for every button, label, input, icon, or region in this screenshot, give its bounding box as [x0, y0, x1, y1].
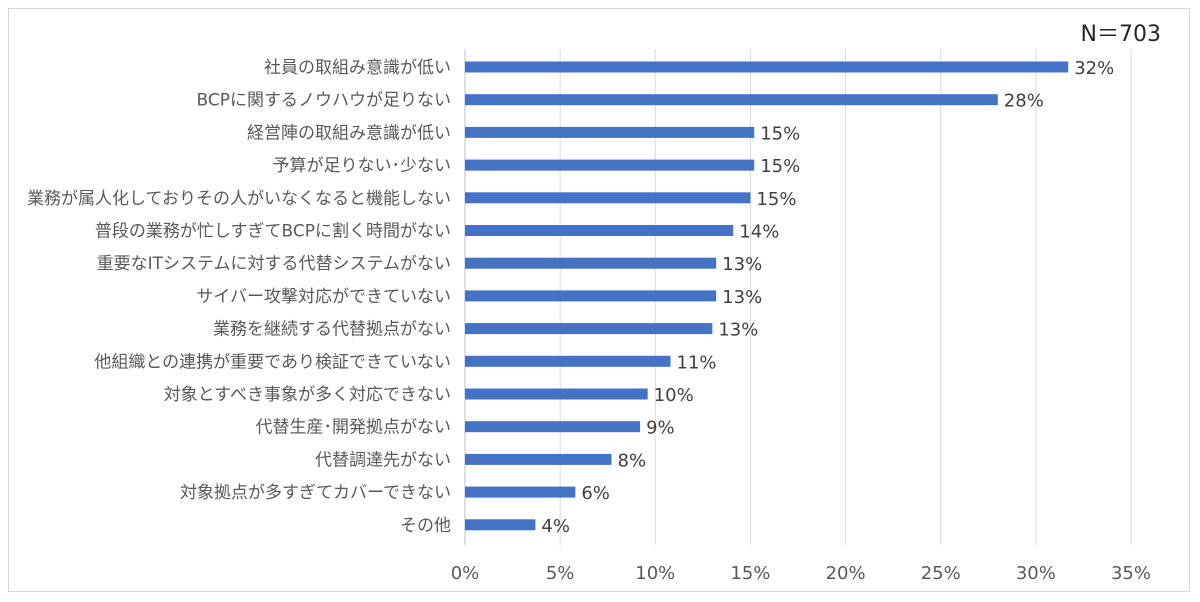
bar — [465, 486, 576, 498]
category-label: 予算が足りない･少ない — [273, 156, 452, 176]
bar — [465, 421, 641, 433]
data-label: 13% — [722, 287, 762, 308]
bar — [465, 290, 717, 302]
x-tick-label: 5% — [546, 563, 575, 584]
bar — [465, 323, 713, 335]
data-labels: 32%28%15%15%15%14%13%13%13%11%10%9%8%6%4… — [541, 58, 1114, 537]
category-label: 重要なITシステムに対する代替システムがない — [97, 254, 451, 274]
category-label: 社員の取組み意識が低い — [264, 58, 451, 78]
x-tick-label: 25% — [921, 563, 961, 584]
data-label: 28% — [1004, 91, 1044, 112]
data-label: 9% — [646, 418, 675, 439]
bar — [465, 355, 671, 367]
bar — [465, 225, 734, 236]
category-label: 経営陣の取組み意識が低い — [247, 123, 451, 143]
category-labels: 社員の取組み意識が低い BCPに関するノウハウが足りない経営陣の取組み意識が低い予… — [27, 58, 451, 536]
category-label: 代替生産･開発拠点がない — [256, 418, 452, 438]
data-label: 15% — [760, 123, 800, 144]
category-label: BCPに関するノウハウが足りない — [197, 91, 452, 111]
bar — [465, 159, 755, 171]
x-tick-label: 0% — [451, 563, 480, 584]
x-tick-label: 15% — [730, 563, 770, 584]
bar — [465, 126, 755, 138]
bar-chart: 社員の取組み意識が低い BCPに関するノウハウが足りない経営陣の取組み意識が低い予… — [27, 22, 1161, 584]
bar — [465, 192, 751, 204]
data-label: 15% — [760, 156, 800, 177]
x-tick-label: 35% — [1111, 563, 1151, 584]
bars — [465, 61, 1069, 531]
data-label: 14% — [739, 222, 779, 243]
data-label: 15% — [756, 189, 796, 210]
category-label: 業務が属人化しておりその人がいなくなると機能しない — [27, 189, 451, 209]
bar — [465, 61, 1069, 73]
data-label: 10% — [654, 385, 694, 406]
x-tick-labels: 0% 5% 10% 15% 20% 25% 30% 35% — [451, 563, 1151, 584]
category-label: その他 — [400, 516, 451, 536]
sample-size-label: N＝703 — [1081, 22, 1161, 47]
data-label: 11% — [677, 352, 717, 373]
bar — [465, 388, 648, 400]
data-label: 32% — [1074, 58, 1114, 79]
bar — [465, 94, 998, 106]
data-label: 13% — [718, 320, 758, 341]
x-tick-label: 10% — [635, 563, 675, 584]
category-label: 普段の業務が忙しすぎてBCPに割く時間がない — [95, 222, 451, 242]
category-label: 対象拠点が多すぎてカバーできない — [180, 483, 451, 503]
bar — [465, 257, 717, 269]
bar — [465, 519, 536, 531]
chart-area: 社員の取組み意識が低い BCPに関するノウハウが足りない経営陣の取組み意識が低い予… — [8, 8, 1190, 592]
data-label: 4% — [541, 516, 570, 537]
category-label: 対象とすべき事象が多く対応できない — [164, 385, 451, 405]
data-label: 6% — [581, 483, 610, 504]
x-tick-label: 20% — [826, 563, 866, 584]
bar — [465, 453, 612, 465]
x-tick-label: 30% — [1016, 563, 1056, 584]
data-label: 8% — [618, 450, 647, 471]
category-label: 代替調達先がない — [315, 450, 451, 470]
category-label: 他組織との連携が重要であり検証できていない — [94, 352, 451, 372]
category-label: サイバー攻撃対応ができていない — [196, 287, 451, 307]
category-label: 業務を継続する代替拠点がない — [213, 320, 451, 340]
data-label: 13% — [722, 254, 762, 275]
